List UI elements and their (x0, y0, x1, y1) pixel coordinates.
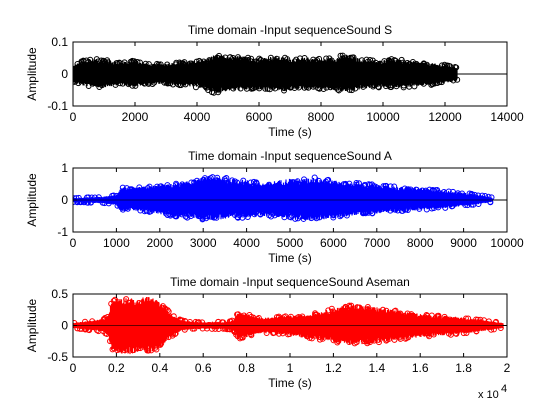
x-tick-label: 5000 (277, 236, 304, 250)
x-tick-label: 6000 (320, 236, 347, 250)
x-tick-label: 3000 (190, 236, 217, 250)
x-tick-label: 1.4 (368, 361, 385, 375)
x-tick-label: 0 (70, 110, 77, 124)
x-tick-label: 0 (70, 236, 77, 250)
x-tick-label: 1.6 (412, 361, 429, 375)
x-tick-label: 1 (287, 361, 294, 375)
x-tick-label: 8000 (407, 236, 434, 250)
x-tick-label: 1.8 (455, 361, 472, 375)
x-tick-label: 0.6 (195, 361, 212, 375)
x-tick-label: 1.2 (325, 361, 342, 375)
y-tick-label: 1 (61, 161, 68, 175)
y-tick-label: 0.5 (51, 287, 68, 301)
y-tick-label: -0.5 (47, 350, 68, 364)
x-tick-label: 2000 (122, 110, 149, 124)
chart-title: Time domain -Input sequenceSound A (188, 149, 392, 163)
y-tick-label: 0 (61, 193, 68, 207)
y-tick-label: 0.1 (51, 35, 68, 49)
x-tick-label: 10000 (490, 236, 524, 250)
y-axis-label: Amplitude (25, 299, 39, 353)
x-tick-label: 7000 (363, 236, 390, 250)
y-axis-label: Amplitude (25, 173, 39, 227)
x-tick-label: 4000 (184, 110, 211, 124)
y-axis-label: Amplitude (25, 47, 39, 101)
y-tick-label: -0.1 (47, 99, 68, 113)
chart-title: Time domain -Input sequenceSound S (188, 23, 392, 37)
x-tick-label: 14000 (490, 110, 524, 124)
chart-title: Time domain -Input sequenceSound Aseman (170, 275, 410, 289)
y-tick-label: 0 (61, 67, 68, 81)
x-tick-label: 0 (70, 361, 77, 375)
y-tick-label: -1 (57, 225, 68, 239)
subplot-2: 0 1000 2000 3000 4000 5000 6000 7000 8000 9000 100… (25, 149, 524, 265)
x-tick-label: 8000 (308, 110, 335, 124)
x-tick-label: 2 (504, 361, 511, 375)
x-tick-label: 4000 (233, 236, 260, 250)
x-tick-label: 0.2 (108, 361, 125, 375)
x-tick-label: 9000 (450, 236, 477, 250)
x-tick-label: 6000 (246, 110, 273, 124)
x-axis-label: Time (s) (268, 125, 312, 139)
subplot-1: 0 2000 4000 6000 8000 10000 12000 14000-0.100.1… (25, 23, 524, 139)
x-axis-label: Time (s) (268, 251, 312, 265)
x-tick-label: 12000 (428, 110, 462, 124)
x-tick-label: 2000 (146, 236, 173, 250)
x-tick-label: 0.4 (151, 361, 168, 375)
x-tick-label: 10000 (366, 110, 400, 124)
subplot-3: 0 0.2 0.4 0.6 0.8 1 1.2 1.4 1.6 1.8 2-0.500.5Time … (25, 275, 511, 401)
x-axis-multiplier-exponent: 4 (501, 383, 507, 395)
y-tick-label: 0 (61, 319, 68, 333)
x-axis-label: Time (s) (268, 376, 312, 390)
x-tick-label: 0.8 (238, 361, 255, 375)
x-axis-multiplier: x 10 (478, 389, 499, 401)
x-tick-label: 1000 (103, 236, 130, 250)
